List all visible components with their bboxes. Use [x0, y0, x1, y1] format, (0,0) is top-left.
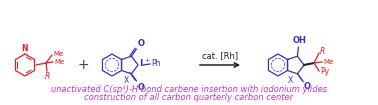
Text: cat. [Rh]: cat. [Rh]	[202, 51, 238, 60]
Text: X: X	[124, 76, 129, 85]
Text: +: +	[144, 58, 149, 64]
Text: unactivated C(sp³)-H bond carbene insertion with iodonium ylides: unactivated C(sp³)-H bond carbene insert…	[51, 85, 327, 93]
Text: Ph: Ph	[151, 60, 161, 68]
Text: O: O	[304, 82, 310, 91]
Text: O: O	[138, 39, 144, 48]
Text: N: N	[22, 44, 28, 53]
Text: Py: Py	[320, 68, 329, 77]
Text: Me: Me	[323, 59, 333, 65]
Text: construction of all carbon quarterly carbon center: construction of all carbon quarterly car…	[84, 93, 294, 102]
Text: I: I	[139, 60, 143, 68]
Text: OH: OH	[293, 36, 306, 45]
Text: R: R	[320, 47, 325, 56]
Text: +: +	[77, 58, 89, 72]
Text: X: X	[288, 76, 293, 85]
Text: R: R	[44, 72, 50, 81]
Text: Me: Me	[53, 51, 63, 57]
Text: Me: Me	[54, 59, 64, 65]
Text: O: O	[138, 83, 144, 92]
